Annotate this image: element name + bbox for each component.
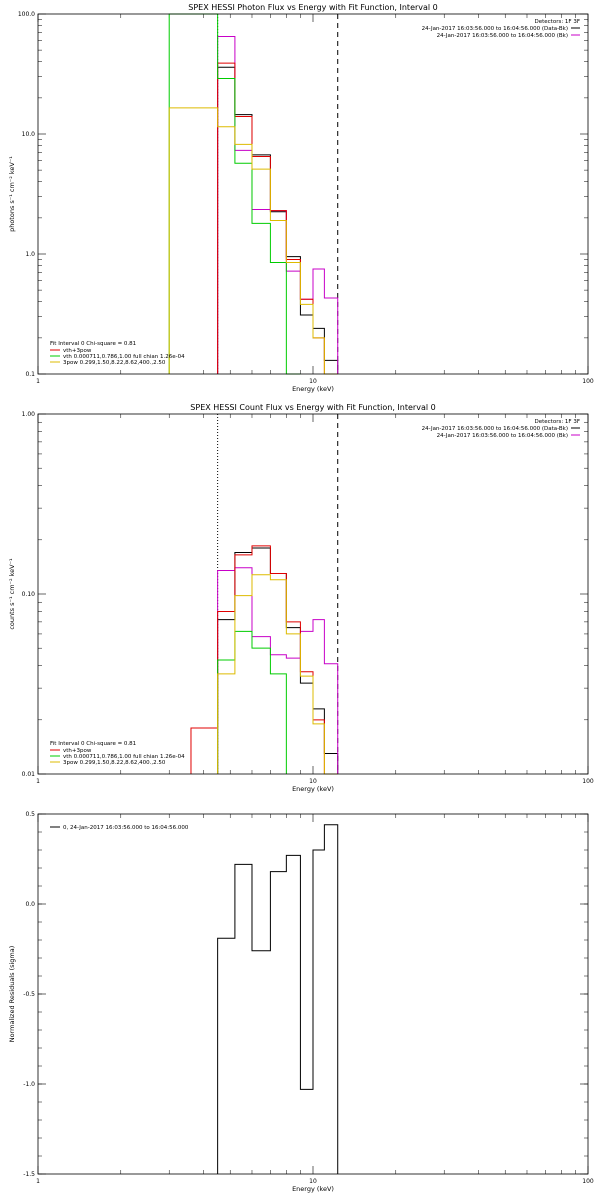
legend-left-label: 3pow 0.299,1.50,8.22,8.62,400.,2.50 (63, 760, 166, 766)
series-vth-3pow-line (217, 62, 338, 375)
legend-right-label: 24-Jan-2017 16:03:56.000 to 16:04:56.000… (437, 33, 568, 39)
y-tick-label: -1.5 (23, 1171, 35, 1178)
x-tick-label: 100 (582, 778, 594, 785)
photon-flux-axes-frame (37, 13, 589, 375)
y-tick-label: 10.0 (22, 131, 36, 138)
legend-left-label: 3pow 0.299,1.50,8.22,8.62,400.,2.50 (63, 360, 166, 366)
count-flux-panel: SPEX HESSI Count Flux vs Energy with Fit… (8, 403, 594, 793)
series-vth-line (217, 630, 287, 774)
y-tick-label: 1.0 (25, 251, 35, 258)
residuals-xlabel: Energy (keV) (292, 1185, 334, 1193)
residuals-ylabel: Normalized Residuals (sigma) (8, 946, 16, 1043)
x-tick-label: 10 (309, 378, 317, 385)
photon-flux-marks: 1 10 100 0.1 1.0 10.0 100.0 24-Jan-2017 16:03:5… (18, 11, 594, 385)
x-tick-label: 100 (582, 1178, 594, 1185)
x-tick-label: 1 (36, 778, 40, 785)
residuals-panel: 1 10 100 -1.5 -1.0 -0.5 0.0 0.5 0, 24-Jan-2017 1… (8, 811, 594, 1193)
x-tick-label: 1 (36, 378, 40, 385)
y-tick-label: 0.01 (22, 771, 36, 778)
residuals-marks: 1 10 100 -1.5 -1.0 -0.5 0.0 0.5 0, 24-Jan-2017 1… (23, 811, 594, 1185)
count-flux-marks: 1 10 100 0.01 0.10 1.00 24-Jan-2017 16:03:56.0… (22, 411, 594, 785)
y-tick-label: 1.00 (22, 411, 36, 418)
legend-right-label: 24-Jan-2017 16:03:56.000 to 16:04:56.000… (422, 26, 568, 32)
x-tick-label: 10 (309, 778, 317, 785)
series-3pow-line (217, 574, 338, 775)
photon-flux-title: SPEX HESSI Photon Flux vs Energy with Fi… (188, 3, 438, 12)
count-flux-axes-frame (37, 413, 589, 775)
legend-left-label: 0, 24-Jan-2017 16:03:56.000 to 16:04:56.… (63, 825, 189, 831)
y-tick-label: 0.0 (25, 901, 35, 908)
series-0-24-jan-2017-16-03-56-000-to-16-04-56-000-line (217, 824, 339, 1174)
legend-left-label: vth+3pow (63, 748, 92, 754)
y-tick-label: 0.1 (25, 371, 35, 378)
count-flux-fit-text: Fit Interval 0 Chi-square = 0.81 (50, 741, 136, 747)
x-tick-label: 1 (36, 1178, 40, 1185)
count-flux-detectors: Detectors: 1F 3F (534, 419, 580, 425)
count-flux-title: SPEX HESSI Count Flux vs Energy with Fit… (190, 403, 435, 412)
y-tick-label: 100.0 (18, 11, 35, 18)
residuals-axes-frame (37, 813, 589, 1175)
legend-right-label: 24-Jan-2017 16:03:56.000 to 16:04:56.000… (422, 426, 568, 432)
photon-flux-panel: SPEX HESSI Photon Flux vs Energy with Fi… (8, 3, 594, 393)
photon-flux-fit-text: Fit Interval 0 Chi-square = 0.81 (50, 341, 136, 347)
y-tick-label: 0.5 (25, 811, 35, 818)
y-tick-label: -1.0 (23, 1081, 35, 1088)
series-vth-3pow-line (190, 545, 338, 775)
count-flux-ylabel: counts s⁻¹ cm⁻² keV⁻¹ (8, 558, 16, 630)
series-3pow-line (168, 107, 338, 375)
y-tick-label: -0.5 (23, 991, 35, 998)
series-bk-line (217, 567, 339, 774)
photon-flux-ylabel: photons s⁻¹ cm⁻² keV⁻¹ (8, 156, 16, 232)
x-tick-label: 10 (309, 1178, 317, 1185)
y-tick-label: 0.10 (22, 591, 36, 598)
legend-left-label: vth+3pow (63, 348, 92, 354)
legend-right-label: 24-Jan-2017 16:03:56.000 to 16:04:56.000… (437, 433, 568, 439)
photon-flux-detectors: Detectors: 1F 3F (534, 19, 580, 25)
series-bk-line (217, 35, 339, 374)
legend-left-label: vth 0.000711,0.786,1.00 full chian 1.26e… (63, 754, 185, 760)
photon-flux-xlabel: Energy (keV) (292, 385, 334, 393)
series-data-bk-line (217, 547, 339, 774)
x-tick-label: 100 (582, 378, 594, 385)
count-flux-xlabel: Energy (keV) (292, 785, 334, 793)
legend-left-label: vth 0.000711,0.786,1.00 full chian 1.26e… (63, 354, 185, 360)
